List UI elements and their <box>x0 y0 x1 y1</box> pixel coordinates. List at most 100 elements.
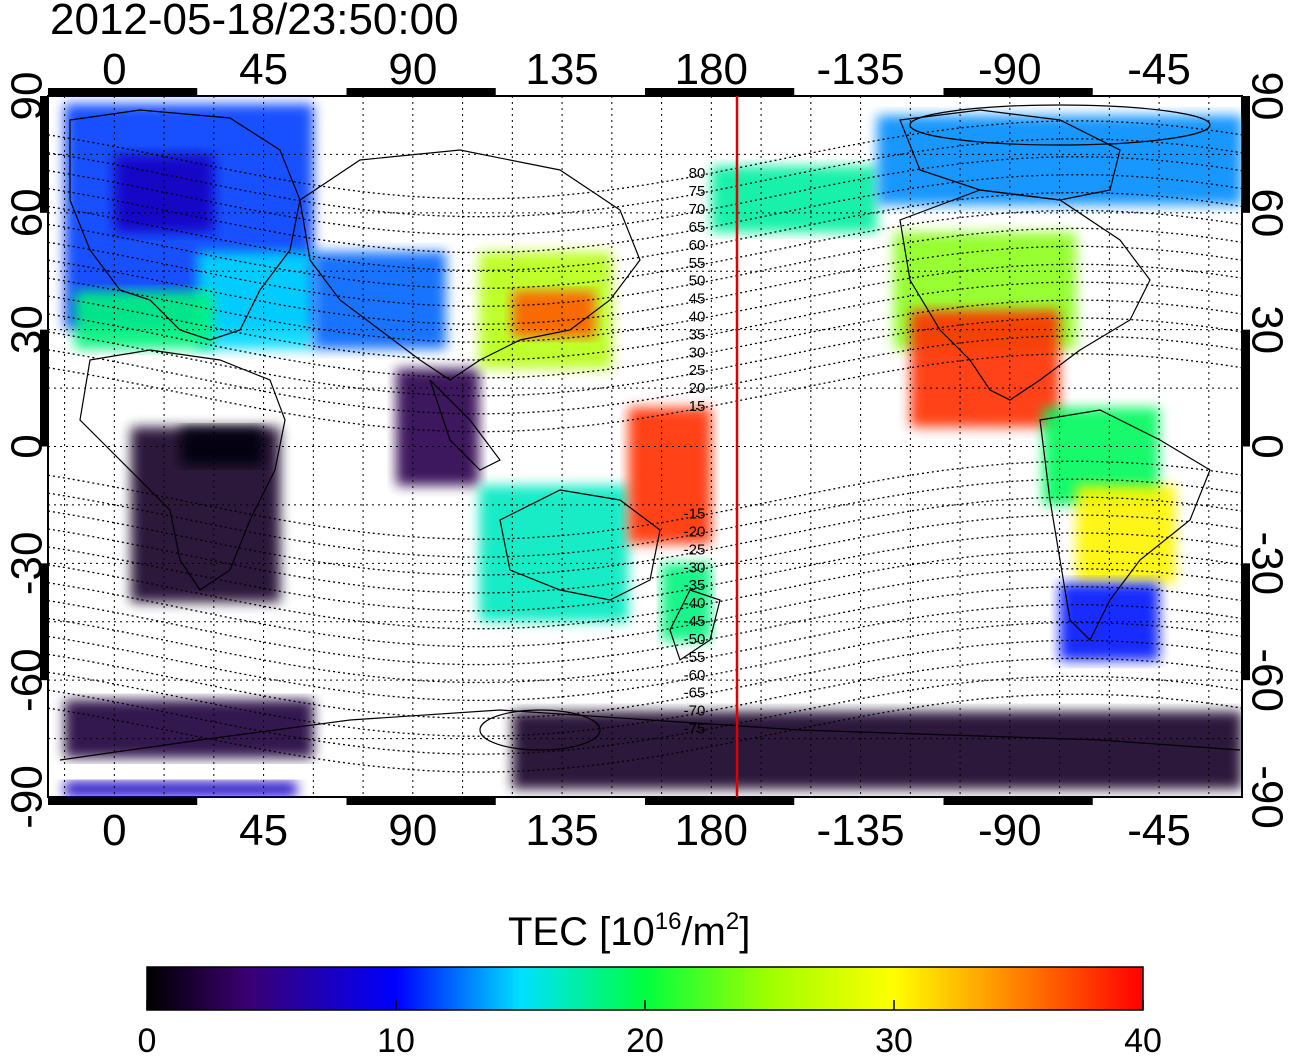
lat-label-left: 90 <box>3 72 52 121</box>
lon-label-top: -90 <box>978 45 1042 94</box>
lat-label-left: 0 <box>3 434 52 458</box>
geomagnetic-contour <box>48 299 1242 379</box>
tec-region <box>628 407 712 544</box>
lon-label-top: -45 <box>1127 45 1191 94</box>
axis-labels: 0045459090135135180180-135-135-90-90-45-… <box>3 45 1292 855</box>
lon-label-bottom: -135 <box>817 806 905 855</box>
frame-tick-left <box>40 96 48 213</box>
tec-region <box>910 310 1060 428</box>
mag-lat-label: 40 <box>689 309 706 326</box>
lon-label-bottom: -90 <box>978 806 1042 855</box>
geomagnetic-contour <box>48 586 1242 666</box>
geomagnetic-contour <box>48 138 1242 218</box>
lat-label-right: 90 <box>1242 72 1291 121</box>
mag-lat-label: 25 <box>689 362 706 379</box>
geomagnetic-contour <box>48 191 1242 272</box>
geomagnetic-contour <box>48 693 1242 773</box>
geomagnetic-contour <box>48 478 1242 558</box>
mag-lat-label: 80 <box>689 165 706 182</box>
lat-label-right: 60 <box>1242 188 1291 237</box>
colorbar-tick-label: 40 <box>1124 1022 1162 1057</box>
lon-label-top: 90 <box>388 45 437 94</box>
colorbar-tick-label: 10 <box>377 1022 415 1057</box>
geomagnetic-contour <box>48 227 1242 307</box>
mag-lat-label: 60 <box>689 237 706 254</box>
frame-tick-right <box>1242 329 1250 447</box>
lon-label-top: -135 <box>817 45 905 94</box>
mag-lat-label: -55 <box>684 649 706 666</box>
frame-tick-left <box>40 329 48 447</box>
lat-label-right: -90 <box>1242 765 1291 829</box>
lat-label-left: 60 <box>3 188 52 237</box>
mag-lat-label: 70 <box>689 201 706 218</box>
colorbar-tick-label: 0 <box>138 1022 157 1057</box>
geomagnetic-contour <box>48 120 1242 200</box>
geomagnetic-contour <box>48 621 1242 702</box>
mag-lat-label: 15 <box>689 398 706 415</box>
lat-label-right: -60 <box>1242 648 1291 712</box>
mag-lat-label: -50 <box>684 631 706 648</box>
geomagnetic-contour <box>48 281 1242 361</box>
map-title: 2012-05-18/23:50:00 <box>50 0 459 44</box>
frame-tick-bottom <box>346 797 496 805</box>
mag-lat-label: 65 <box>689 219 706 236</box>
mag-lat-label: -30 <box>684 559 706 576</box>
lon-label-top: 45 <box>239 45 288 94</box>
lat-lon-grid <box>48 96 1242 797</box>
lat-label-left: -90 <box>3 765 52 829</box>
frame-tick-right <box>1242 563 1250 681</box>
geomagnetic-contour <box>48 335 1242 415</box>
frame-tick-bottom <box>48 797 198 805</box>
lon-label-top: 180 <box>675 45 748 94</box>
lon-label-top: 0 <box>102 45 126 94</box>
geomagnetic-contour <box>48 532 1242 612</box>
colorbar-ticks: 0 10 20 30 40 <box>138 1000 1162 1057</box>
geomagnetic-contour <box>48 174 1242 254</box>
tec-region <box>877 115 1242 206</box>
frame-tick-top <box>645 88 795 96</box>
frame-tick-bottom <box>943 797 1093 805</box>
mag-lat-label: -35 <box>684 577 706 594</box>
colorbar-tick-label: 30 <box>875 1022 913 1057</box>
mag-lat-label: -20 <box>684 523 706 540</box>
coastline-outlines <box>59 104 1241 761</box>
lat-label-right: 0 <box>1242 434 1291 458</box>
tec-region <box>512 711 1242 790</box>
mag-lat-label: 55 <box>689 255 706 272</box>
frame-tick-top <box>943 88 1093 96</box>
lon-label-bottom: 0 <box>102 806 126 855</box>
tec-region <box>64 699 314 759</box>
lon-label-bottom: 45 <box>239 806 288 855</box>
lat-label-left: -60 <box>3 648 52 712</box>
lat-label-left: 30 <box>3 305 52 354</box>
lat-label-right: -30 <box>1242 532 1291 596</box>
geomagnetic-contour <box>48 496 1242 576</box>
mag-lat-label: -60 <box>684 667 706 684</box>
mag-lat-label: -25 <box>684 541 706 558</box>
tec-region <box>661 563 712 642</box>
tec-region <box>396 368 480 486</box>
lon-label-bottom: 90 <box>388 806 437 855</box>
mag-lat-label: 35 <box>689 326 706 343</box>
mag-lat-label: 45 <box>689 291 706 308</box>
tec-region <box>512 290 596 338</box>
lat-label-left: -30 <box>3 532 52 596</box>
mag-lat-label: -15 <box>684 506 706 523</box>
frame-tick-top <box>346 88 496 96</box>
geomagnetic-contour <box>48 460 1242 540</box>
lon-label-bottom: 180 <box>675 806 748 855</box>
frame-ticks <box>40 88 1250 805</box>
mag-lat-label: 20 <box>689 380 706 397</box>
colorbar-tick-label: 20 <box>626 1022 664 1057</box>
geomagnetic-contour <box>48 353 1242 433</box>
tec-region <box>64 781 297 797</box>
mag-lat-label: 30 <box>689 344 706 361</box>
geomagnetic-contour <box>48 568 1242 648</box>
lon-label-bottom: -45 <box>1127 806 1191 855</box>
mag-lat-label: -70 <box>684 703 706 720</box>
colorbar-label: TEC [1016/m2] <box>508 908 750 954</box>
geomagnetic-contour <box>48 639 1242 719</box>
tec-data-layer <box>64 103 1242 797</box>
geomagnetic-contours <box>48 120 1242 773</box>
